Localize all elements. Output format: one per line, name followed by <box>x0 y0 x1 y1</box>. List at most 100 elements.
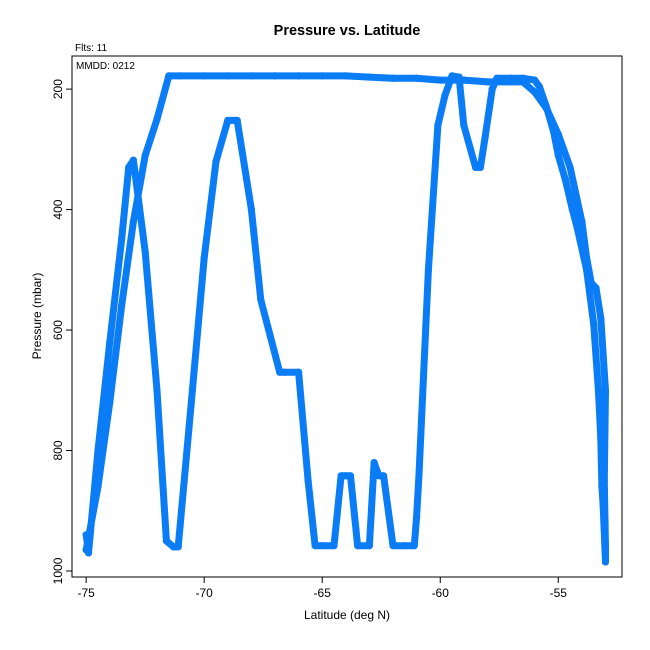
x-tick-label: -75 <box>77 586 95 600</box>
data-point <box>531 88 539 96</box>
date-note: MMDD: 0212 <box>76 61 135 72</box>
data-point <box>365 73 374 81</box>
data-point <box>141 248 149 256</box>
data-point <box>554 130 562 138</box>
data-point <box>153 386 161 394</box>
data-point <box>94 483 102 491</box>
data-point <box>441 91 449 99</box>
data-point <box>257 296 265 304</box>
data-point <box>82 546 90 554</box>
data-point <box>346 472 355 480</box>
data-point <box>554 151 562 159</box>
series-line-0 <box>82 72 609 566</box>
x-axis-label: Latitude (deg N) <box>304 608 390 622</box>
data-point <box>311 542 319 550</box>
data-point <box>599 501 607 509</box>
data-point <box>493 74 501 82</box>
data-point <box>592 284 600 292</box>
data-point <box>271 72 279 80</box>
flights-note: Flts: 11 <box>75 43 107 54</box>
data-point <box>561 175 569 184</box>
data-point <box>476 163 484 172</box>
data-point <box>247 72 255 80</box>
data-point <box>354 542 362 550</box>
data-point <box>129 156 137 164</box>
data-point <box>117 236 126 244</box>
data-point <box>318 72 326 80</box>
data-point <box>413 513 421 521</box>
data-point <box>94 446 102 455</box>
data-point <box>188 386 196 394</box>
data-point <box>295 72 303 80</box>
y-axis: 200 400 600 800 1000 <box>51 79 72 584</box>
y-tick-label: 400 <box>51 199 65 219</box>
data-point <box>601 386 610 394</box>
data-point <box>330 542 338 550</box>
series-layer <box>82 72 610 566</box>
data-point <box>318 542 326 550</box>
data-point <box>582 254 591 262</box>
data-point <box>507 78 515 86</box>
data-point <box>266 332 274 340</box>
data-point <box>424 266 433 274</box>
data-point <box>129 218 137 226</box>
data-point <box>597 434 605 443</box>
data-point <box>342 72 350 80</box>
plot-frame <box>71 55 623 578</box>
data-point <box>535 83 543 91</box>
data-point <box>106 338 114 346</box>
data-point <box>117 302 126 310</box>
data-point <box>174 543 182 551</box>
data-point <box>448 72 456 80</box>
x-axis: -75 -70 -65 -60 -55 <box>77 577 567 600</box>
data-point <box>295 368 303 376</box>
data-point <box>106 398 114 406</box>
data-point <box>594 386 602 394</box>
data-point <box>488 85 496 93</box>
data-point <box>600 477 608 485</box>
y-tick-label: 600 <box>51 320 65 340</box>
data-point <box>280 368 289 376</box>
data-point <box>165 72 173 80</box>
data-point <box>413 74 421 82</box>
data-point <box>379 472 388 480</box>
data-point <box>365 542 374 550</box>
data-point <box>153 115 161 123</box>
data-point <box>601 558 610 566</box>
data-point <box>141 151 149 159</box>
data-point <box>483 78 492 86</box>
data-point <box>531 76 539 84</box>
data-point <box>597 314 605 322</box>
data-point <box>568 205 577 214</box>
data-point <box>601 543 610 551</box>
data-point <box>598 483 606 491</box>
data-point <box>224 116 232 125</box>
data-point <box>573 224 581 232</box>
data-point <box>82 531 90 539</box>
data-point <box>304 477 312 485</box>
x-tick-label: -70 <box>196 586 214 600</box>
data-point <box>410 542 418 550</box>
data-point <box>125 163 133 172</box>
data-point <box>519 78 527 86</box>
data-point <box>415 471 423 479</box>
data-point <box>460 121 468 129</box>
y-tick-label: 1000 <box>51 557 65 584</box>
data-point <box>212 157 220 166</box>
x-tick-label: -65 <box>314 586 332 600</box>
y-tick-label: 800 <box>51 440 65 460</box>
data-point <box>389 74 397 82</box>
data-point <box>460 76 468 84</box>
data-point <box>247 205 255 214</box>
data-point <box>224 72 232 80</box>
x-tick-label: -55 <box>550 586 568 600</box>
y-tick-label: 200 <box>51 79 65 99</box>
data-point <box>200 254 208 262</box>
data-point <box>481 133 489 141</box>
y-axis-label: Pressure (mbar) <box>30 273 44 360</box>
data-point <box>436 76 444 84</box>
x-tick-label: -60 <box>432 586 450 600</box>
data-point <box>200 72 208 80</box>
data-point <box>389 542 397 550</box>
